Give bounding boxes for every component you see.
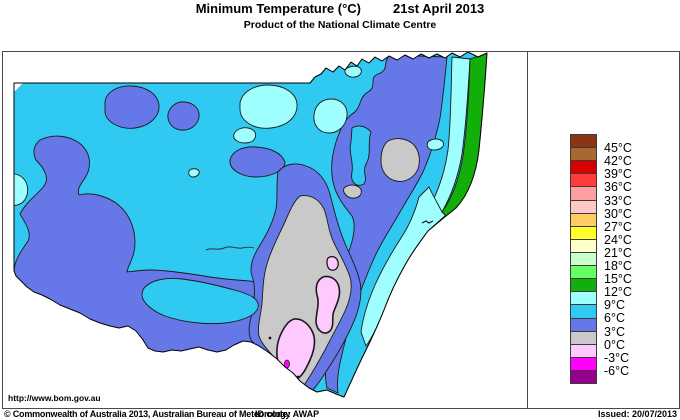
map-contour-squiggle bbox=[205, 246, 255, 251]
id-code-text: ID code: AWAP bbox=[255, 409, 320, 419]
map-region-0-3c-new-england bbox=[380, 138, 420, 182]
map-region-3-6c-blob-north-b bbox=[167, 101, 200, 131]
map-region-9-12c-west-edge-blob bbox=[14, 173, 29, 206]
footer: © Commonwealth of Australia 2013, Austra… bbox=[0, 409, 680, 420]
map-region-6-9c-tongue bbox=[349, 125, 372, 186]
page-title: Minimum Temperature (°C) bbox=[195, 1, 361, 16]
map-station-dot bbox=[268, 336, 272, 340]
header: Minimum Temperature (°C) 21st April 2013 bbox=[0, 1, 680, 16]
map-region-9-12c-blob-north-b bbox=[313, 98, 348, 134]
map-region-9-12c-top-border-blob bbox=[344, 65, 362, 78]
map-region-minus3-0c-sliver bbox=[326, 255, 339, 271]
map-corner-notch bbox=[14, 83, 23, 92]
panel-divider bbox=[527, 52, 528, 408]
nsw-border-outline bbox=[13, 52, 488, 398]
map-frame: 45°C 42°C 39°C 36°C 33°C 30°C 27°C 24°C 21°C 18°C… bbox=[2, 51, 680, 409]
map-region-9-12c-blob-small bbox=[233, 127, 257, 144]
nsw-temperature-map bbox=[13, 52, 488, 398]
page-date: 21st April 2013 bbox=[393, 1, 485, 16]
map-station-dot bbox=[305, 387, 309, 391]
map-region-12-15c-fragment bbox=[434, 227, 442, 254]
map-region-6-9c-riverina-pocket bbox=[141, 277, 259, 325]
sydney-harbour-mark bbox=[421, 220, 434, 224]
map-url-label: http://www.bom.gov.au bbox=[8, 393, 101, 403]
map-region-3-6c-blob-north-a bbox=[104, 85, 160, 129]
map-region-9-12c-speck-center bbox=[188, 168, 200, 178]
issued-text: Issued: 20/07/2013 bbox=[597, 409, 677, 419]
map-region-9-12c-speck-ne bbox=[426, 138, 444, 151]
map-region-3-6c-blob-center bbox=[229, 146, 286, 178]
page-subtitle: Product of the National Climate Centre bbox=[243, 19, 437, 31]
map-region-0-3c-speck bbox=[343, 184, 362, 199]
map-region-minus3-0c-upper bbox=[315, 275, 341, 334]
copyright-text: © Commonwealth of Australia 2013, Austra… bbox=[4, 409, 291, 419]
map-region-9-12c-blob-north-a bbox=[239, 84, 298, 129]
